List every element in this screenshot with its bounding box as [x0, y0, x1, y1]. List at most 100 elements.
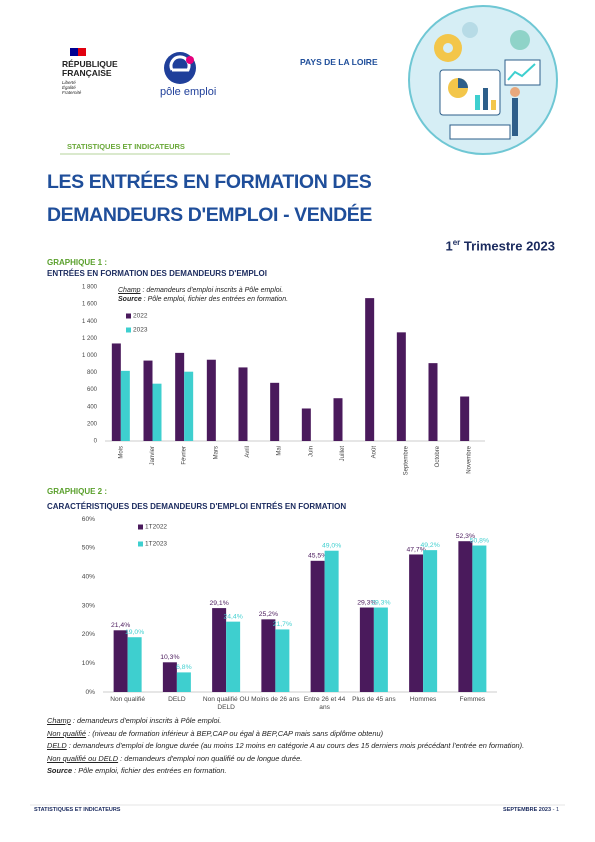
legend-swatch: [126, 327, 131, 333]
section: STATISTIQUES ET INDICATEURS: [67, 142, 185, 151]
y-tick-label: 50%: [82, 545, 95, 552]
y-tick-label: 20%: [82, 631, 95, 638]
devise: Liberté Égalité Fraternité: [62, 80, 81, 95]
period-number: 1: [445, 238, 453, 254]
bar: [310, 560, 325, 692]
bar: [301, 408, 311, 441]
value-label: 49,0%: [322, 543, 341, 550]
chart-label: GRAPHIQUE 2 :: [47, 487, 108, 496]
bar: [324, 550, 339, 692]
annotation-term: Source: [118, 296, 142, 303]
note: Champ : demandeurs d'emploi inscrits à P…: [47, 716, 567, 726]
pole-emploi-logo: [164, 52, 196, 84]
chart-annotations: Champ : demandeurs d'emploi inscrits à P…: [118, 286, 288, 304]
x-tick-label: DELD: [168, 696, 186, 703]
value-label: 49,2%: [420, 542, 439, 549]
y-tick-label: 1 000: [82, 353, 98, 359]
legend-label: 2023: [133, 327, 148, 334]
note: DELD : demandeurs d'emploi de longue dur…: [47, 741, 567, 751]
period: 1er Trimestre 2023: [446, 238, 556, 253]
value-label: 25,2%: [259, 611, 278, 618]
bar: [175, 352, 185, 441]
value-label: 45,5%: [308, 553, 327, 560]
pole-emploi-name: pôle emploi: [160, 86, 217, 98]
bar: [458, 541, 473, 692]
x-tick-label: Plus de 45 ans: [352, 696, 396, 703]
bar: [176, 672, 191, 692]
x-tick-label: Avril: [245, 446, 251, 458]
y-tick-label: 0%: [85, 689, 95, 696]
annotation: Source : Pôle emploi, fichier des entrée…: [118, 295, 288, 304]
y-tick-label: 10%: [82, 660, 95, 667]
republique-line: RÉPUBLIQUE: [62, 59, 118, 69]
devise-word: Fraternité: [62, 90, 82, 95]
x-tick-label: Mois: [118, 446, 124, 459]
legend-label: 2022: [133, 313, 148, 320]
note-text: : (niveau de formation inférieur à BEP,C…: [86, 728, 384, 738]
value-label: 52,3%: [456, 533, 475, 540]
y-tick-label: 40%: [82, 573, 95, 580]
x-tick-label: Non qualifié: [110, 696, 146, 703]
title-line: DEMANDEURS D'EMPLOI - VENDÉE: [47, 204, 372, 226]
x-tick-label: Janvier: [150, 446, 156, 465]
x-tick-label: Mars: [213, 446, 219, 459]
annotation-term: Champ: [118, 287, 141, 294]
x-tick-label: Non qualifié OU DELD: [202, 696, 250, 711]
y-tick-label: 200: [87, 421, 98, 427]
annotation-text: : Pôle emploi, fichier des entrées en fo…: [141, 296, 289, 303]
x-tick-label: Entre 26 et 44 ans: [303, 696, 346, 711]
bar: [238, 367, 248, 441]
bar: [261, 619, 276, 692]
x-tick-label: Septembre: [403, 445, 409, 475]
notes: Champ : demandeurs d'emploi inscrits à P…: [47, 716, 567, 776]
y-tick-label: 1 200: [82, 336, 98, 342]
bar: [111, 343, 121, 441]
value-label: 19,0%: [125, 629, 144, 636]
region: PAYS DE LA LOIRE: [300, 57, 378, 67]
x-tick-label: Juillet: [340, 446, 346, 462]
bar: [275, 629, 290, 692]
x-tick-label: Mai: [277, 446, 283, 456]
bar: [428, 363, 438, 441]
y-tick-label: 1 600: [82, 302, 98, 308]
source-text: : Pôle emploi, fichier des entrées en fo…: [72, 766, 227, 775]
bar: [212, 608, 227, 692]
note-term: Champ: [47, 716, 71, 725]
bar: [184, 371, 194, 441]
x-tick-label: Août: [372, 446, 378, 459]
legend-swatch: [126, 313, 131, 319]
x-tick-label: Moins de 26 ans: [251, 696, 300, 703]
value-label: 24,4%: [223, 613, 242, 620]
legend-label: 1T2023: [145, 541, 167, 548]
note-term: DELD: [47, 741, 67, 750]
y-tick-label: 1 400: [82, 319, 98, 325]
republique-logo: [70, 48, 86, 56]
bar: [127, 637, 142, 692]
x-tick-label: Octobre: [435, 445, 441, 467]
legend-swatch: [138, 541, 143, 547]
bar: [396, 332, 406, 441]
footer-date: SEPTEMBRE 2023: [503, 807, 552, 813]
value-label: 29,3%: [357, 599, 376, 606]
bar: [373, 607, 388, 692]
note-text: : demandeurs d'emploi inscrits à Pôle em…: [70, 716, 222, 725]
y-tick-label: 400: [87, 404, 98, 410]
y-tick-label: 30%: [82, 602, 95, 609]
legend-label: 1T2022: [145, 524, 167, 531]
bar: [120, 370, 130, 441]
value-label: 47,7%: [406, 546, 425, 553]
bar: [359, 607, 374, 692]
bar: [460, 396, 470, 441]
value-label: 6,8%: [176, 664, 192, 671]
y-tick-label: 60%: [82, 516, 95, 523]
republique-line: FRANÇAISE: [62, 68, 112, 78]
bar: [226, 621, 241, 692]
annotation-text: : demandeurs d'emploi inscrits à Pôle em…: [140, 287, 284, 294]
bar: [409, 554, 424, 692]
bar: [423, 550, 438, 692]
note: Non qualifié : (niveau de formation infé…: [47, 729, 567, 739]
devise-word: Liberté: [62, 80, 76, 85]
value-label: 50,8%: [470, 537, 489, 544]
bar: [162, 662, 177, 692]
